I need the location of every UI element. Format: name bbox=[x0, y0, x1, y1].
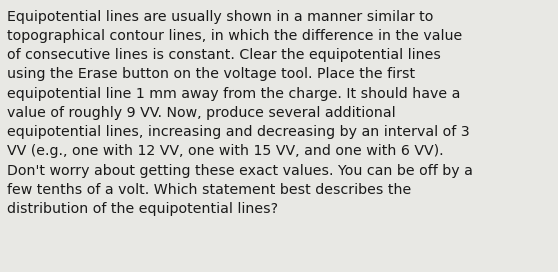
Text: Equipotential lines are usually shown in a manner similar to
topographical conto: Equipotential lines are usually shown in… bbox=[7, 10, 473, 216]
